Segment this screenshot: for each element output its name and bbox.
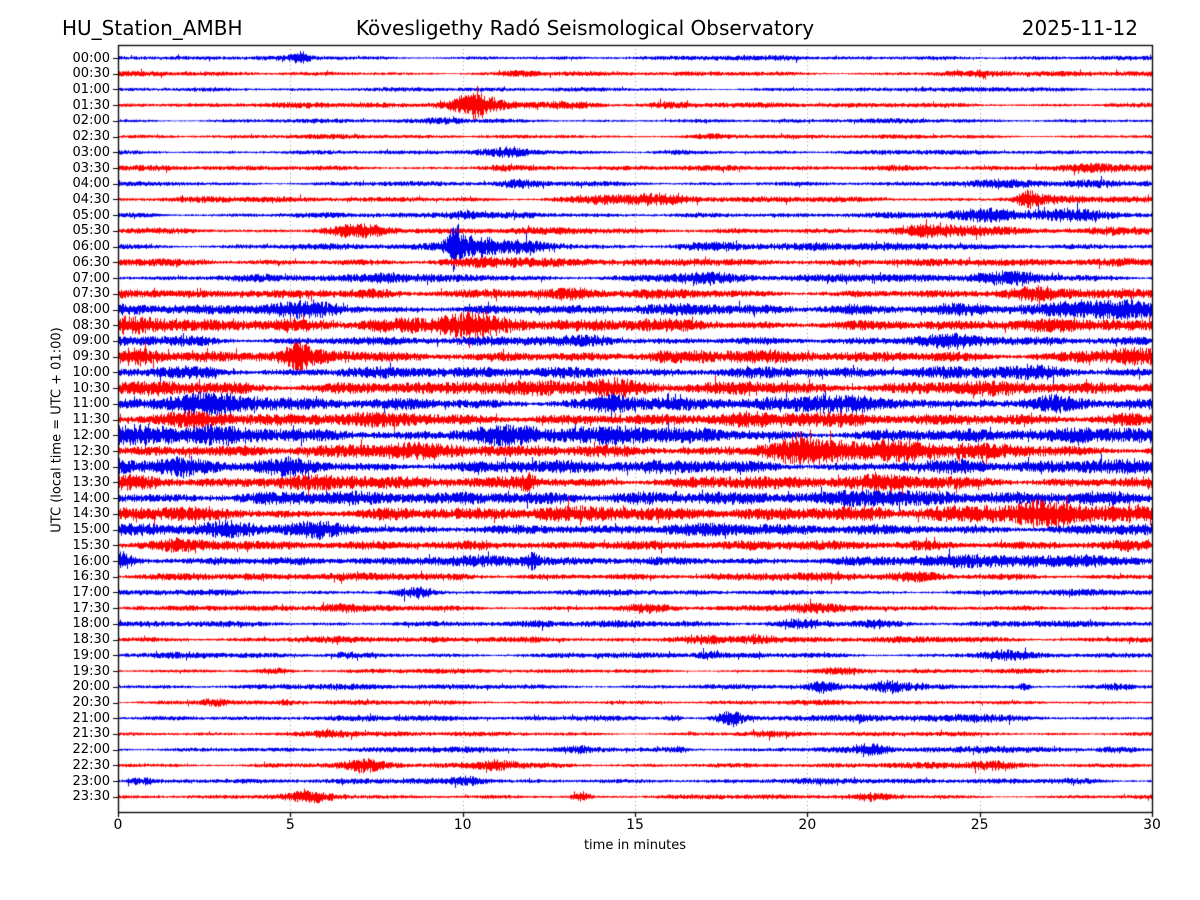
- y-tick-label: 19:30: [72, 663, 110, 679]
- y-tick-label: 11:30: [72, 412, 110, 428]
- y-tick-label: 21:30: [72, 726, 110, 742]
- y-tick-label: 03:30: [72, 160, 110, 176]
- y-tick-label: 21:00: [72, 710, 110, 726]
- station-title: HU_Station_AMBH: [62, 16, 243, 40]
- y-tick-label: 09:00: [72, 333, 110, 349]
- y-tick-label: 19:00: [72, 647, 110, 663]
- y-tick-label: 10:00: [72, 364, 110, 380]
- y-tick-label: 03:00: [72, 144, 110, 160]
- y-tick-label: 12:00: [72, 427, 110, 443]
- y-tick-label: 02:00: [72, 113, 110, 129]
- x-tick-label: 20: [798, 817, 817, 833]
- y-tick-label: 01:00: [72, 81, 110, 97]
- y-tick-label: 23:30: [72, 789, 110, 805]
- y-tick-label: 02:30: [72, 129, 110, 145]
- x-tick-label: 15: [626, 817, 644, 833]
- y-tick-label: 16:00: [72, 553, 110, 569]
- y-tick-label: 14:00: [72, 490, 110, 506]
- y-tick-label: 22:30: [72, 757, 110, 773]
- y-tick-label: 18:00: [72, 616, 110, 632]
- x-tick-label: 25: [970, 817, 989, 833]
- y-tick-label: 17:00: [72, 584, 110, 600]
- y-tick-label: 08:30: [72, 317, 110, 333]
- y-tick-label: 04:30: [72, 191, 110, 207]
- y-tick-label: 13:30: [72, 474, 110, 490]
- y-tick-label: 07:30: [72, 286, 110, 302]
- y-tick-label: 12:30: [72, 443, 110, 459]
- y-tick-label: 15:00: [72, 522, 110, 538]
- y-tick-label: 08:00: [72, 302, 110, 318]
- y-tick-label: 18:30: [72, 632, 110, 648]
- y-tick-label: 13:00: [72, 459, 110, 475]
- x-tick-label: 0: [113, 817, 123, 833]
- x-axis-label: time in minutes: [583, 838, 687, 853]
- y-tick-label: 14:30: [72, 506, 110, 522]
- y-tick-label: 20:00: [72, 679, 110, 695]
- observatory-title: Kövesligethy Radó Seismological Observat…: [355, 16, 815, 40]
- y-tick-label: 07:00: [72, 270, 110, 286]
- y-tick-label: 06:00: [72, 239, 110, 255]
- y-tick-label: 15:30: [72, 537, 110, 553]
- y-tick-label: 22:00: [72, 742, 110, 758]
- y-tick-label: 11:00: [72, 396, 110, 412]
- y-tick-label: 05:00: [72, 207, 110, 223]
- y-tick-label: 17:30: [72, 600, 110, 616]
- x-tick-label: 5: [285, 817, 295, 833]
- y-tick-label: 06:30: [72, 254, 110, 270]
- y-tick-label: 09:30: [72, 349, 110, 365]
- y-tick-label: 01:30: [72, 97, 110, 113]
- x-tick-label: 30: [1143, 817, 1161, 833]
- y-tick-label: 05:30: [72, 223, 110, 239]
- y-tick-label: 16:30: [72, 569, 110, 585]
- y-tick-label: 23:00: [72, 773, 110, 789]
- y-tick-label: 10:30: [72, 380, 110, 396]
- y-tick-label: 04:00: [72, 176, 110, 192]
- y-tick-label: 00:30: [72, 66, 110, 82]
- x-tick-label: 10: [453, 817, 472, 833]
- date-title: 2025-11-12: [1021, 16, 1138, 40]
- y-tick-label: 20:30: [72, 695, 110, 711]
- y-tick-label: 00:00: [72, 50, 110, 66]
